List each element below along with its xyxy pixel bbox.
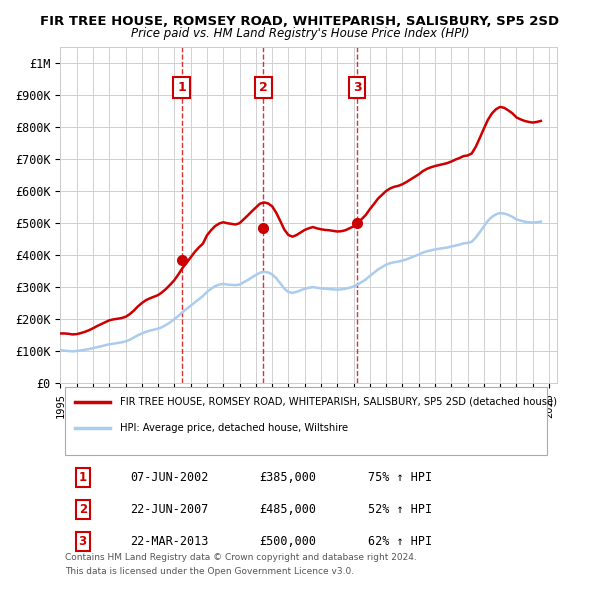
Text: £500,000: £500,000 — [259, 535, 316, 548]
Text: 62% ↑ HPI: 62% ↑ HPI — [368, 535, 433, 548]
FancyBboxPatch shape — [65, 387, 547, 455]
Text: 75% ↑ HPI: 75% ↑ HPI — [368, 471, 433, 484]
Text: 3: 3 — [79, 535, 87, 548]
Text: 07-JUN-2002: 07-JUN-2002 — [130, 471, 208, 484]
Text: FIR TREE HOUSE, ROMSEY ROAD, WHITEPARISH, SALISBURY, SP5 2SD (detached house): FIR TREE HOUSE, ROMSEY ROAD, WHITEPARISH… — [120, 397, 557, 407]
Text: 2: 2 — [79, 503, 87, 516]
Text: 1: 1 — [79, 471, 87, 484]
Text: Price paid vs. HM Land Registry's House Price Index (HPI): Price paid vs. HM Land Registry's House … — [131, 27, 469, 40]
Text: 3: 3 — [353, 81, 361, 94]
Text: FIR TREE HOUSE, ROMSEY ROAD, WHITEPARISH, SALISBURY, SP5 2SD: FIR TREE HOUSE, ROMSEY ROAD, WHITEPARISH… — [40, 15, 560, 28]
Text: 22-JUN-2007: 22-JUN-2007 — [130, 503, 208, 516]
Text: 22-MAR-2013: 22-MAR-2013 — [130, 535, 208, 548]
Text: Contains HM Land Registry data © Crown copyright and database right 2024.: Contains HM Land Registry data © Crown c… — [65, 553, 417, 562]
Text: 52% ↑ HPI: 52% ↑ HPI — [368, 503, 433, 516]
Text: 1: 1 — [177, 81, 186, 94]
Text: This data is licensed under the Open Government Licence v3.0.: This data is licensed under the Open Gov… — [65, 566, 355, 575]
Text: £385,000: £385,000 — [259, 471, 316, 484]
Text: HPI: Average price, detached house, Wiltshire: HPI: Average price, detached house, Wilt… — [120, 423, 348, 433]
Text: 2: 2 — [259, 81, 268, 94]
Text: £485,000: £485,000 — [259, 503, 316, 516]
